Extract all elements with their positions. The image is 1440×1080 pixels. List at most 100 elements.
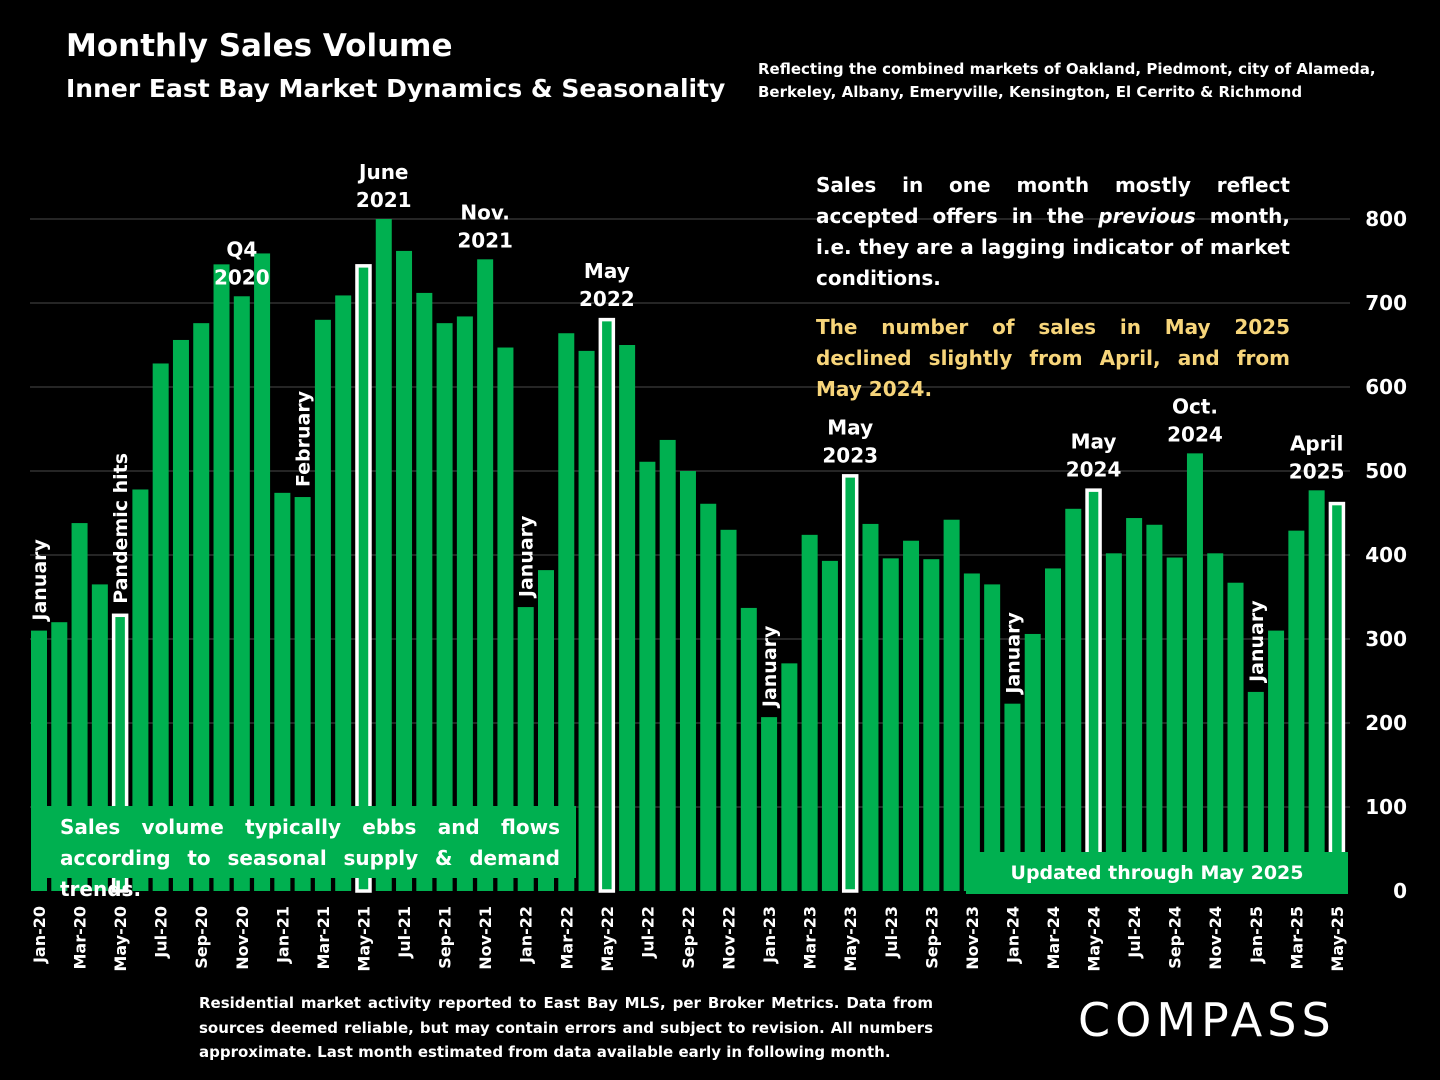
bar-mar-23 <box>801 534 818 891</box>
annotation-may-2022: May 2022 <box>579 259 635 311</box>
x-tick-label: Jan-25 <box>1247 906 1266 964</box>
bar-jan-20 <box>31 630 47 891</box>
annotation-april-2025: April 2025 <box>1289 431 1345 483</box>
lagging-note-post: month, i.e. they are a lagging indicator… <box>816 204 1290 290</box>
bar-oct-24 <box>1186 453 1203 891</box>
annotation-line: 2024 <box>1167 422 1223 446</box>
annotation-line: Nov. <box>460 200 509 224</box>
annotation-may-2024: May 2024 <box>1066 430 1122 482</box>
bar-dec-20 <box>254 253 271 891</box>
bar-apr-21 <box>335 295 352 891</box>
bar-mar-20 <box>71 523 88 891</box>
annotation-oct-2024: Oct. 2024 <box>1167 394 1223 446</box>
bar-sep-22 <box>679 471 696 891</box>
bar-sep-21 <box>436 323 453 891</box>
bar-oct-22 <box>700 503 717 891</box>
bar-dec-22 <box>740 607 757 891</box>
highlighted-bar-may-21 <box>355 264 372 893</box>
bar-apr-24 <box>1065 508 1082 891</box>
annotation-january: January <box>516 515 538 599</box>
updated-through-badge: Updated through May 2025 <box>966 852 1348 894</box>
x-tick-label: Jan-21 <box>273 906 292 964</box>
x-tick-label: Nov-24 <box>1206 906 1225 970</box>
x-axis-ticks: Jan-20 Mar-20 May-20 Jul-20 Sep-20 Nov-20 Jan-… <box>30 906 1347 972</box>
annotation-q4-2020: Q4 2020 <box>214 237 270 289</box>
x-tick-label: Nov-20 <box>233 906 252 970</box>
y-tick-label: 700 <box>1365 291 1407 315</box>
lagging-indicator-note: Sales in one month mostly reflect accept… <box>816 170 1290 294</box>
bar-sep-24 <box>1166 557 1183 891</box>
bar-jan-23 <box>761 717 778 891</box>
annotation-line: 2024 <box>1066 458 1122 482</box>
bar-aug-23 <box>903 540 920 891</box>
bar-dec-24 <box>1227 582 1244 891</box>
bar-apr-25 <box>1308 490 1325 891</box>
x-tick-label: May-23 <box>841 906 860 972</box>
market-commentary: Sales in one month mostly reflect accept… <box>816 170 1290 405</box>
annotation-pandemic-hits: Pandemic hits <box>110 453 132 604</box>
highlighted-bar-may-25 <box>1328 501 1346 893</box>
y-tick-label: 200 <box>1365 711 1407 735</box>
bar-jul-23 <box>882 558 899 891</box>
annotation-line: 2023 <box>822 443 878 467</box>
bar-feb-25 <box>1268 630 1285 891</box>
latest-month-note: The number of sales in May 2025 declined… <box>816 315 1290 401</box>
sales-volume-bar-chart: 0 100 200 300 400 500 600 700 800 Jan-20 Mar-20 Ma… <box>29 160 1407 972</box>
bar-aug-21 <box>416 292 433 891</box>
x-tick-label: Sep-23 <box>922 906 941 969</box>
market-coverage-line-2: Berkeley, Albany, Emeryville, Kensington… <box>758 83 1303 101</box>
bar-mar-25 <box>1288 530 1305 891</box>
bar-aug-22 <box>659 439 676 891</box>
bar-feb-21 <box>294 497 311 891</box>
market-coverage-line-1: Reflecting the combined markets of Oakla… <box>758 60 1376 78</box>
bar-apr-23 <box>821 560 838 891</box>
annotation-line: May <box>827 415 873 439</box>
bar-nov-24 <box>1207 553 1224 891</box>
bar-oct-21 <box>456 316 473 891</box>
x-tick-label: Mar-25 <box>1287 906 1306 970</box>
bar-jun-20 <box>132 489 149 891</box>
lagging-note-emphasis: previous <box>1098 204 1196 228</box>
page-title: Monthly Sales Volume <box>66 28 453 64</box>
bar-jun-22 <box>619 345 636 891</box>
x-tick-label: May-24 <box>1085 906 1104 972</box>
annotation-june-2021: June 2021 <box>356 160 412 212</box>
bars <box>31 219 1346 893</box>
bar-jun-23 <box>862 523 879 891</box>
annotation-line: 2021 <box>356 188 412 212</box>
x-tick-label: May-22 <box>598 906 617 972</box>
bar-annotations: January Pandemic hits Q4 2020 February June 20… <box>29 160 1344 709</box>
annotation-line: 2020 <box>214 265 270 289</box>
bar-nov-22 <box>720 529 737 891</box>
bar-jul-20 <box>152 363 169 892</box>
bar-jun-24 <box>1105 553 1122 891</box>
y-tick-label: 600 <box>1365 375 1407 399</box>
y-tick-label: 500 <box>1365 459 1407 483</box>
x-tick-label: Mar-23 <box>801 906 820 970</box>
bar-mar-22 <box>558 333 575 891</box>
market-coverage-note: Reflecting the combined markets of Oakla… <box>758 58 1376 104</box>
y-tick-label: 800 <box>1365 207 1407 231</box>
bar-feb-23 <box>781 663 798 891</box>
bar-nov-21 <box>477 259 494 891</box>
bar-mar-21 <box>314 319 331 891</box>
x-tick-label: Sep-22 <box>679 906 698 969</box>
annotation-january: January <box>29 538 51 622</box>
bar-apr-22 <box>578 350 595 891</box>
page-subtitle: Inner East Bay Market Dynamics & Seasona… <box>66 74 726 103</box>
annotation-line: 2021 <box>457 228 513 252</box>
x-tick-label: Jan-24 <box>1003 906 1022 964</box>
x-tick-label: Mar-22 <box>557 906 576 970</box>
bar-feb-24 <box>1024 633 1041 891</box>
x-tick-label: Jan-23 <box>760 906 779 964</box>
bar-mar-24 <box>1045 568 1061 891</box>
annotation-nov-2021: Nov. 2021 <box>457 200 513 252</box>
annotation-january: January <box>1246 600 1268 684</box>
x-tick-label: Mar-24 <box>1044 906 1063 970</box>
bar-aug-20 <box>172 339 189 892</box>
x-tick-label: Sep-21 <box>436 906 455 969</box>
y-tick-label: 300 <box>1365 627 1407 651</box>
x-tick-label: May-21 <box>354 906 373 972</box>
bar-sep-20 <box>193 323 210 891</box>
x-tick-label: Jul-21 <box>395 906 414 959</box>
